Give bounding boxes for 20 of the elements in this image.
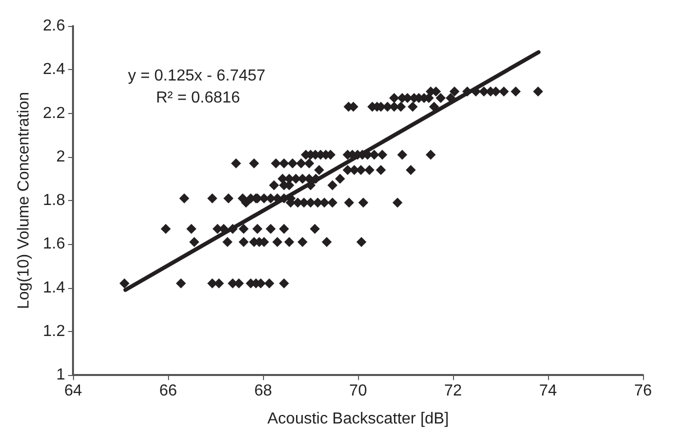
y-tick-label: 1.2 xyxy=(42,322,66,340)
y-tick-label: 1.4 xyxy=(42,279,66,296)
annotation: y = 0.125x - 6.7457 xyxy=(128,68,266,84)
x-tick-label: 64 xyxy=(64,382,82,400)
y-axis-title: Log(10) Volume Concentration xyxy=(16,92,32,310)
x-tick-label: 76 xyxy=(634,382,652,400)
y-tick-label: 2.6 xyxy=(42,18,66,34)
x-axis-title: Acoustic Backscatter [dB] xyxy=(267,410,449,428)
y-tick-label: 1.8 xyxy=(42,192,66,209)
y-tick-label: 1.6 xyxy=(42,236,66,253)
y-tick-label: 1 xyxy=(56,366,66,384)
y-tick-label: 2 xyxy=(56,148,66,166)
annotation: R² = 0.6816 xyxy=(156,90,240,106)
y-tick-label: 2.4 xyxy=(42,61,66,78)
x-tick-label: 70 xyxy=(349,382,368,400)
y-tick-label: 2.2 xyxy=(42,104,66,122)
x-tick-label: 66 xyxy=(159,382,178,400)
x-tick-label: 68 xyxy=(254,382,272,400)
x-tick-label: 72 xyxy=(444,382,462,400)
x-tick-label: 74 xyxy=(539,382,558,400)
